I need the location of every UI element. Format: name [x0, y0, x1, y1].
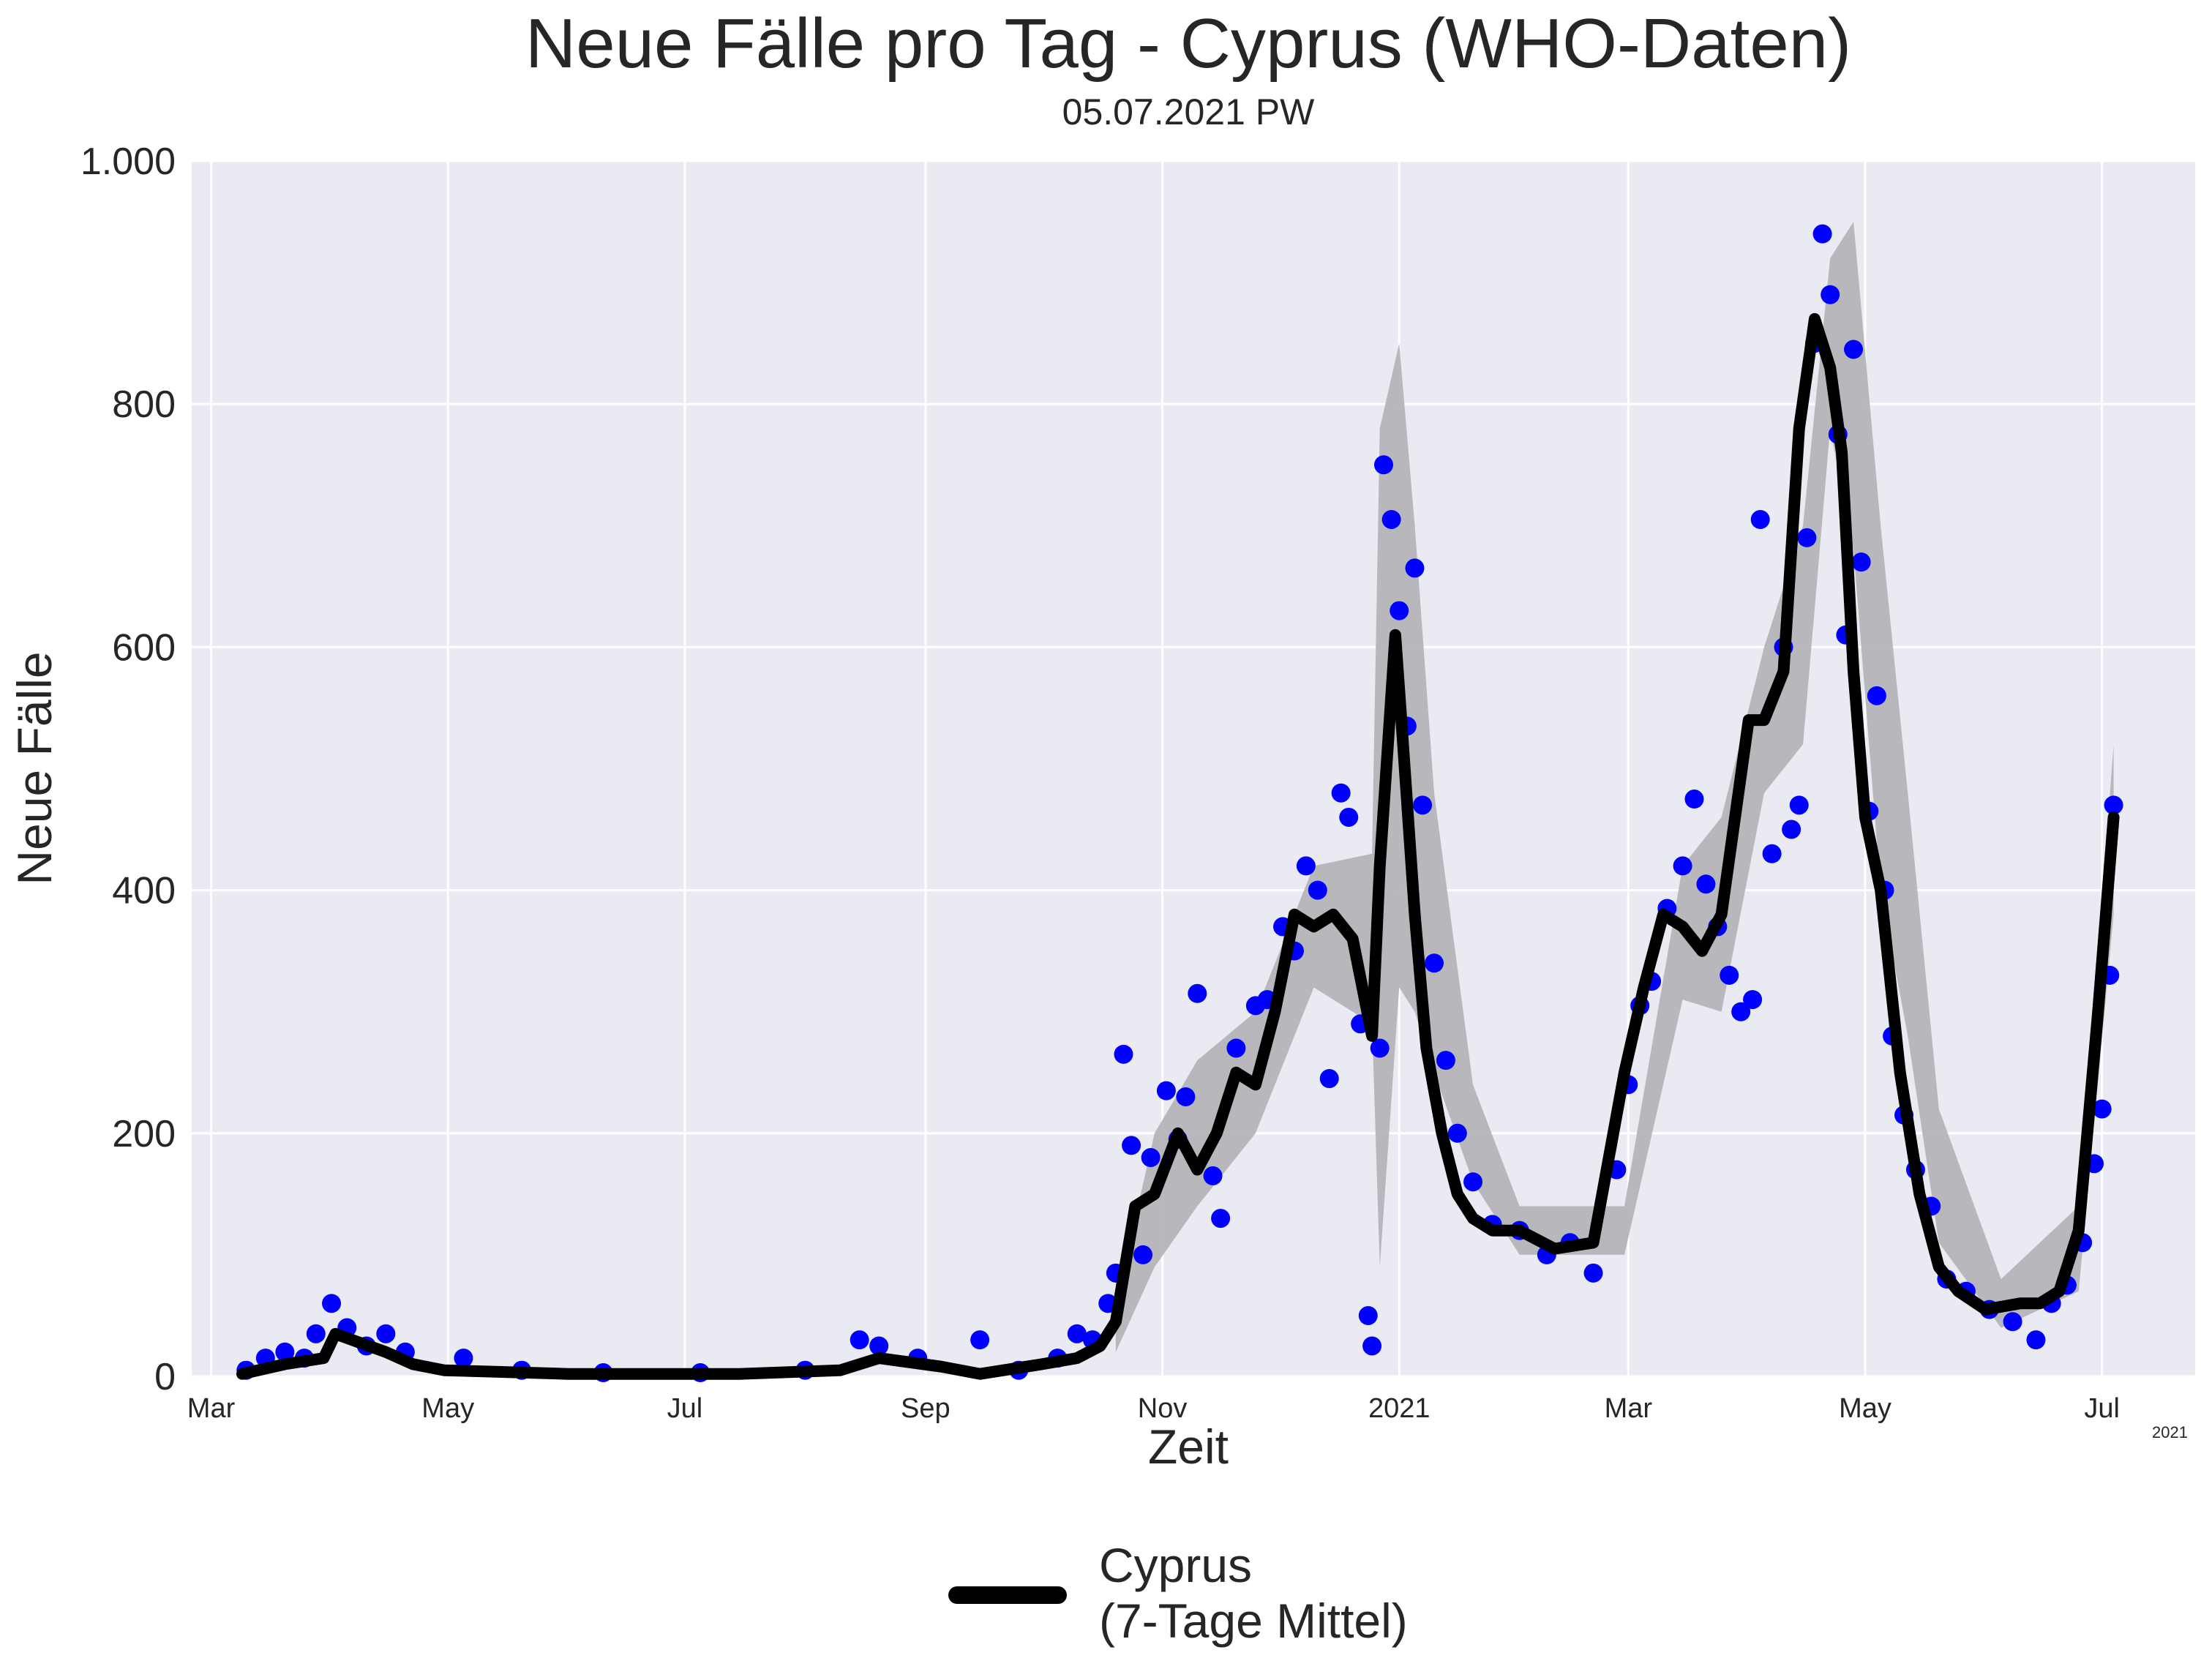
data-point-15	[850, 1330, 869, 1350]
y-tick-label-5: 1.000	[80, 140, 176, 183]
data-point-83	[1812, 224, 1832, 244]
data-point-55	[1424, 953, 1444, 973]
data-point-84	[1821, 285, 1840, 304]
data-point-76	[1750, 509, 1770, 529]
data-point-35	[1226, 1038, 1246, 1058]
data-point-16	[869, 1336, 889, 1356]
data-point-34	[1211, 1209, 1231, 1229]
x-tick-label-3: Sep	[901, 1393, 950, 1424]
legend: Cyprus (7-Tage Mittel)	[948, 1538, 1408, 1648]
y-tick-label-1: 200	[112, 1113, 176, 1155]
x-tick-label-4: Nov	[1138, 1393, 1188, 1424]
data-point-69	[1673, 856, 1692, 876]
data-point-42	[1319, 1069, 1339, 1089]
x-tick-labels: Mar May Jul Sep Nov 2021 Mar May Jul	[187, 1393, 2120, 1424]
data-point-26	[1122, 1136, 1141, 1155]
data-point-8	[376, 1324, 396, 1343]
data-point-70	[1684, 790, 1704, 809]
data-point-5	[322, 1294, 342, 1313]
data-point-49	[1374, 455, 1394, 475]
x-tick-label-7: May	[1839, 1393, 1891, 1424]
data-point-105	[2092, 1099, 2112, 1119]
x-tick-label-8: Jul	[2084, 1393, 2120, 1424]
x-tick-label-0: Mar	[187, 1393, 236, 1424]
data-point-28	[1141, 1148, 1161, 1168]
data-point-79	[1782, 820, 1801, 839]
data-point-2	[275, 1342, 295, 1362]
data-point-75	[1743, 990, 1763, 1010]
data-point-32	[1188, 983, 1207, 1003]
data-point-44	[1339, 807, 1359, 827]
data-point-88	[1851, 552, 1871, 572]
data-point-10	[454, 1349, 473, 1368]
data-point-57	[1447, 1123, 1467, 1143]
legend-label-line1: Cyprus	[1099, 1538, 1252, 1592]
data-point-87	[1844, 340, 1864, 359]
variability-band	[1115, 222, 2114, 1352]
data-point-21	[1067, 1324, 1087, 1343]
data-point-80	[1789, 795, 1809, 815]
x-tick-label-1: May	[421, 1393, 474, 1424]
legend-label-line2: (7-Tage Mittel)	[1099, 1594, 1408, 1648]
data-point-74	[1731, 1002, 1751, 1021]
data-point-40	[1296, 856, 1316, 876]
data-point-73	[1720, 965, 1739, 985]
data-point-33	[1203, 1166, 1223, 1185]
x-axis-label: Zeit	[1148, 1420, 1229, 1474]
data-point-56	[1436, 1051, 1455, 1070]
mean-line-layer	[236, 312, 2120, 1380]
data-point-90	[1867, 686, 1886, 705]
series-line-cyprus	[236, 312, 2120, 1380]
x-tick-label-5: 2021	[1368, 1393, 1431, 1424]
data-point-50	[1381, 509, 1401, 529]
y-tick-label-4: 800	[112, 383, 176, 426]
chart-title: Neue Fälle pro Tag - Cyprus (WHO-Daten)	[525, 4, 1851, 83]
data-point-31	[1176, 1087, 1196, 1106]
data-point-107	[2104, 795, 2123, 815]
band-area	[1115, 222, 2114, 1352]
y-tick-label-0: 0	[154, 1356, 176, 1398]
data-point-100	[2026, 1330, 2046, 1350]
data-point-51	[1390, 601, 1409, 620]
x-axis-offset-label: 2021	[2152, 1423, 2188, 1441]
data-point-63	[1583, 1263, 1603, 1283]
data-point-99	[2003, 1312, 2022, 1332]
x-tick-label-6: Mar	[1605, 1393, 1653, 1424]
data-point-47	[1362, 1336, 1382, 1356]
y-axis-label: Neue Fälle	[7, 651, 61, 885]
data-point-58	[1463, 1172, 1483, 1192]
data-point-71	[1696, 874, 1716, 894]
y-tick-label-2: 400	[112, 870, 176, 912]
data-point-53	[1405, 558, 1425, 578]
data-point-77	[1762, 844, 1782, 863]
data-point-43	[1331, 783, 1351, 803]
data-point-48	[1370, 1038, 1390, 1058]
y-tick-labels: 0 200 400 600 800 1.000	[80, 140, 176, 1398]
data-point-46	[1358, 1305, 1378, 1325]
data-point-29	[1156, 1081, 1176, 1100]
x-tick-label-2: Jul	[667, 1393, 703, 1424]
data-point-18	[970, 1330, 990, 1350]
y-tick-label-3: 600	[112, 626, 176, 669]
data-point-25	[1114, 1044, 1133, 1064]
chart-subtitle: 05.07.2021 PW	[1062, 91, 1315, 132]
data-point-27	[1133, 1245, 1153, 1264]
data-point-41	[1308, 880, 1327, 900]
data-point-54	[1413, 795, 1433, 815]
data-point-4	[306, 1324, 326, 1343]
data-point-81	[1797, 528, 1817, 547]
